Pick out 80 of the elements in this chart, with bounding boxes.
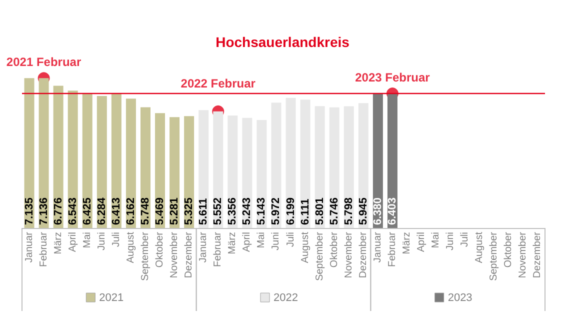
x-tick-label: März: [401, 232, 412, 254]
data-label: 6.425: [81, 197, 94, 225]
data-label: 6.380: [372, 197, 384, 225]
x-tick-label: April: [242, 232, 253, 252]
data-label: 5.972: [270, 197, 282, 225]
legend-label: 2022: [274, 292, 298, 304]
data-label: 6.413: [110, 197, 122, 225]
data-label: 6.284: [96, 196, 108, 225]
x-tick-label: Mai: [256, 232, 268, 248]
data-label: 5.552: [212, 197, 224, 225]
legend-label: 2021: [99, 292, 124, 304]
x-tick-label: Dezember: [184, 231, 195, 278]
data-label: 7.135: [23, 197, 36, 225]
data-label: 6.111: [299, 198, 312, 225]
x-tick-label: August: [125, 232, 136, 264]
x-tick-label: April: [416, 232, 428, 252]
data-label: 5.281: [168, 197, 181, 225]
bar: [111, 93, 122, 228]
x-tick-label: Juni: [270, 232, 282, 250]
x-tick-label: Oktober: [503, 231, 514, 268]
data-label: 6.162: [124, 197, 137, 225]
x-tick-label: Juli: [460, 232, 471, 248]
x-tick-label: Juni: [445, 232, 456, 250]
data-label: 2023 Februar: [355, 70, 430, 85]
x-tick-label: September: [314, 231, 326, 281]
x-tick-label: Juli: [110, 232, 122, 248]
x-tick-label: Februar: [212, 231, 224, 268]
bar: [53, 86, 64, 228]
text: Hochsauerlandkreis: [216, 34, 350, 50]
data-label: 5.143: [256, 197, 268, 225]
bar: [126, 98, 136, 228]
data-label: 5.611: [198, 198, 210, 225]
data-label: 5.325: [183, 197, 196, 225]
data-label: 6.543: [66, 197, 79, 225]
x-tick-label: Januar: [24, 231, 35, 263]
x-tick-label: November: [343, 231, 354, 278]
data-label: 5.356: [226, 197, 239, 225]
x-tick-label: Februar: [38, 231, 50, 268]
bar: [387, 94, 398, 228]
x-tick-label: Februar: [386, 231, 398, 268]
data-label: 5.243: [241, 197, 254, 225]
x-tick-label: Dezember: [532, 231, 544, 278]
x-tick-label: März: [227, 232, 238, 254]
x-tick-label: März: [52, 232, 64, 254]
x-tick-label: Dezember: [358, 231, 369, 278]
data-label: 6.199: [284, 197, 297, 225]
data-label: 2021 Februar: [6, 55, 82, 70]
data-label: 5.945: [357, 197, 370, 225]
x-tick-label: Mai: [82, 232, 93, 248]
bar: [300, 100, 310, 228]
data-label: 5.801: [314, 197, 326, 225]
x-tick-label: August: [300, 232, 311, 264]
x-tick-label: November: [518, 231, 529, 278]
x-tick-label: Oktober: [328, 231, 340, 268]
bar: [271, 102, 282, 228]
x-tick-label: Mai: [430, 232, 442, 248]
data-label: 5.748: [139, 197, 152, 225]
data-label: 5.798: [342, 197, 355, 225]
x-tick-label: Juli: [285, 232, 296, 248]
bar: [24, 78, 34, 228]
bar: [96, 96, 107, 228]
bar: [68, 90, 78, 228]
legend-label: 2023: [448, 292, 472, 304]
x-tick-label: September: [140, 231, 151, 281]
x-tick-label: November: [169, 231, 180, 278]
data-label: 7.136: [38, 197, 50, 225]
x-tick-label: April: [67, 232, 78, 252]
bar: [38, 78, 49, 228]
bar: [198, 110, 209, 228]
data-label: 5.469: [154, 197, 166, 225]
x-tick-label: Januar: [198, 231, 210, 263]
x-tick-label: August: [474, 232, 486, 264]
x-tick-label: Juni: [96, 232, 108, 250]
x-tick-label: Januar: [372, 231, 384, 263]
data-label: 6.776: [52, 197, 64, 225]
data-label: 2022 Februar: [180, 76, 256, 91]
data-label: 5.746: [328, 197, 340, 225]
data-label: 6.403: [386, 197, 398, 225]
x-tick-label: September: [488, 231, 500, 281]
x-tick-label: Oktober: [154, 231, 166, 268]
